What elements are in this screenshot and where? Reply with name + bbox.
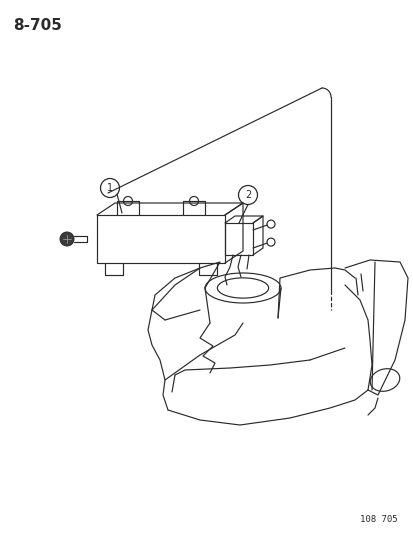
Circle shape <box>60 232 74 246</box>
Text: 2: 2 <box>244 190 251 200</box>
Text: 1: 1 <box>107 183 113 193</box>
Text: 108 705: 108 705 <box>359 515 397 524</box>
Text: 8-705: 8-705 <box>13 18 62 33</box>
